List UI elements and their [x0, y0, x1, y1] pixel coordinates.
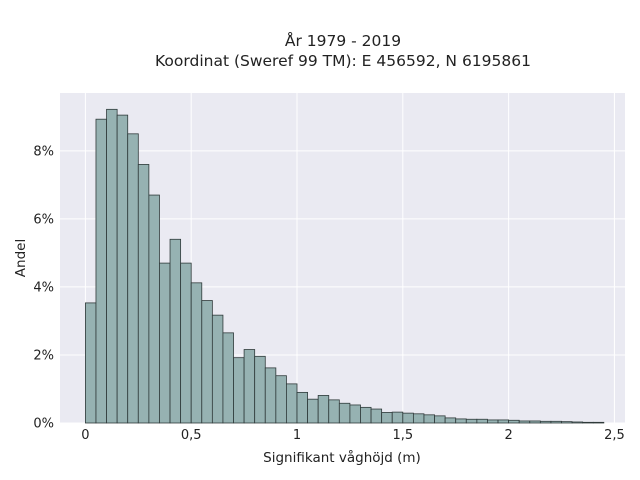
- histogram-bar: [349, 404, 361, 424]
- histogram-bar: [116, 114, 129, 424]
- chart-title: År 1979 - 2019: [285, 31, 401, 50]
- x-tick-label: 1: [293, 428, 301, 443]
- histogram-bar: [465, 418, 478, 424]
- y-tick-label: 2%: [33, 348, 54, 363]
- histogram-bar: [190, 282, 203, 424]
- histogram-bar: [592, 421, 605, 424]
- y-axis-ticks: 0% 2% 4% 6% 8%: [33, 144, 54, 431]
- histogram-bar: [508, 419, 520, 424]
- x-tick-label: 0,5: [181, 428, 202, 443]
- y-tick-label: 0%: [33, 417, 54, 432]
- chart-subtitle: Koordinat (Sweref 99 TM): E 456592, N 61…: [155, 52, 531, 70]
- histogram-bar: [296, 391, 308, 424]
- histogram-bar: [402, 412, 414, 424]
- histogram-bar: [497, 419, 510, 424]
- histogram-bar: [561, 421, 573, 424]
- histogram-bar: [487, 419, 499, 424]
- histogram-bar: [582, 421, 594, 424]
- y-tick-label: 8%: [33, 144, 54, 159]
- histogram-bar: [444, 417, 457, 424]
- histogram-bar: [169, 238, 182, 424]
- histogram-bar: [381, 412, 393, 424]
- histogram-bar: [360, 406, 372, 424]
- histogram-bar: [539, 420, 552, 424]
- x-tick-label: 2: [504, 428, 512, 443]
- y-tick-label: 6%: [33, 212, 54, 227]
- histogram-bar: [254, 355, 266, 424]
- histogram-bar: [423, 414, 435, 424]
- x-tick-label: 2,5: [604, 428, 625, 443]
- histogram-bar: [201, 300, 213, 424]
- histogram-bar: [127, 133, 139, 424]
- x-axis-ticks: 0 0,5 1 1,5 2 2,5: [81, 428, 625, 443]
- histogram-bar: [264, 367, 277, 424]
- histogram-bar: [180, 262, 192, 424]
- histogram-bar: [317, 395, 330, 424]
- histogram-bar: [476, 418, 488, 424]
- histogram-bar: [370, 408, 383, 424]
- histogram-bar: [338, 402, 351, 424]
- histogram-bar: [137, 164, 150, 424]
- histogram-bar: [412, 413, 425, 424]
- y-tick-label: 4%: [33, 280, 54, 295]
- histogram-bar: [550, 420, 562, 424]
- histogram-bar: [391, 411, 404, 424]
- histogram-bar: [434, 415, 446, 424]
- histogram-bar: [571, 421, 584, 424]
- x-tick-label: 1,5: [392, 428, 413, 443]
- x-tick-label: 0: [81, 428, 89, 443]
- histogram-bar: [243, 349, 256, 424]
- y-axis-label: Andel: [13, 239, 29, 277]
- histogram-bar: [211, 314, 224, 424]
- histogram-bar: [222, 332, 234, 424]
- histogram-bar: [529, 420, 541, 424]
- histogram-bar: [328, 399, 340, 424]
- histogram-bar: [148, 194, 160, 424]
- histogram-bar: [106, 108, 118, 424]
- histogram-bar: [275, 375, 287, 424]
- histogram-bar: [159, 262, 171, 424]
- histogram-bar: [455, 418, 467, 424]
- histogram-bar: [95, 118, 107, 424]
- histogram-bar: [307, 398, 319, 424]
- x-axis-label: Signifikant våghöjd (m): [263, 449, 421, 466]
- histogram-bar: [233, 357, 245, 424]
- histogram-bar: [518, 420, 531, 424]
- histogram-bar: [286, 383, 298, 424]
- histogram-bar: [84, 302, 97, 424]
- histogram-bars: [84, 108, 605, 424]
